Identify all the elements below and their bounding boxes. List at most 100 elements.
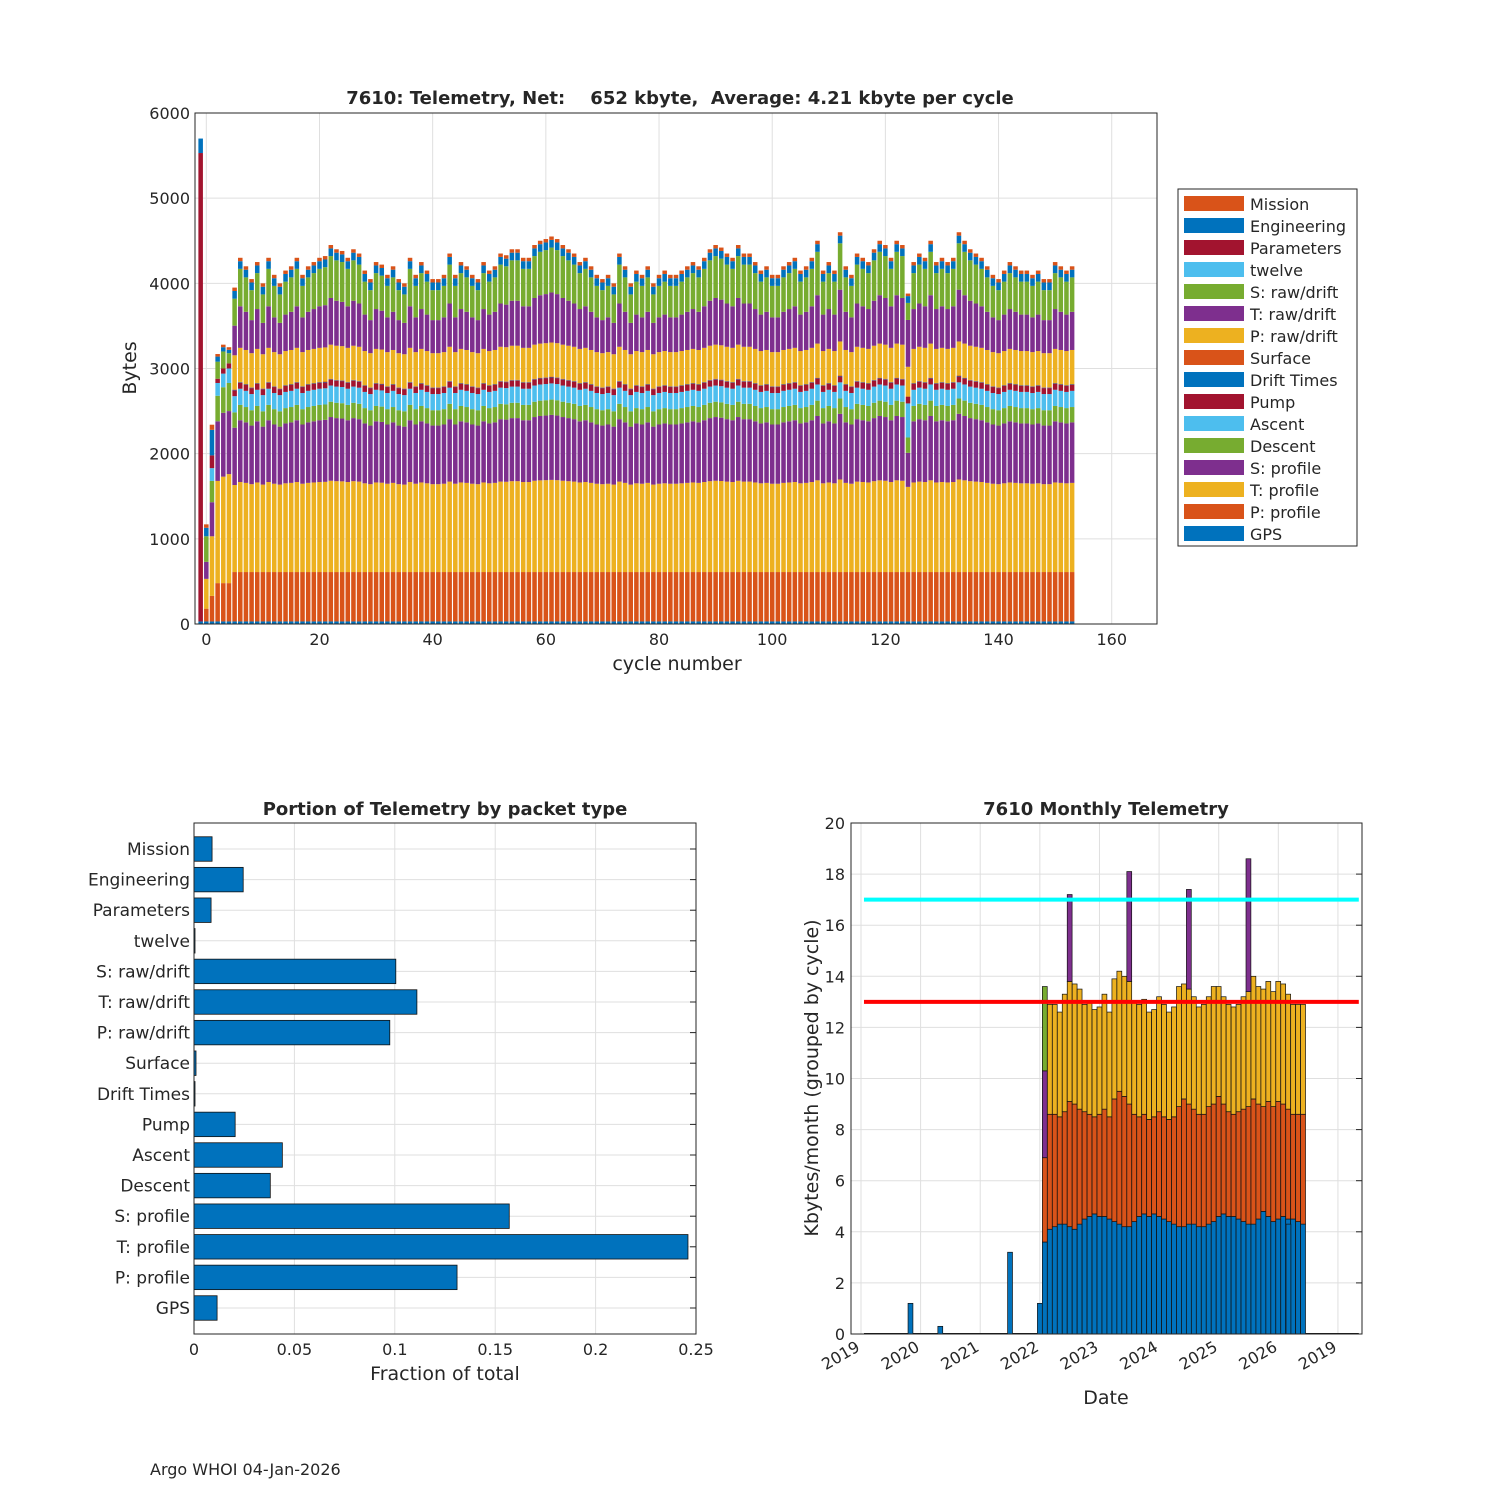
cycle-bar-segment	[221, 476, 226, 584]
cycle-bar-segment	[922, 388, 928, 405]
cycle-bar-segment	[883, 385, 888, 402]
cycle-bar-segment	[436, 484, 441, 573]
cycle-bar-segment	[390, 572, 396, 622]
cycle-bar-segment	[1007, 405, 1013, 422]
cycle-bar-segment	[617, 256, 622, 265]
cycle-bar-segment	[622, 621, 628, 624]
cycle-bar-segment	[888, 306, 894, 348]
cycle-bar-segment	[436, 394, 441, 411]
cycle-bar-segment	[1058, 269, 1064, 278]
cycle-bar-segment	[707, 300, 713, 346]
cycle-bar-segment	[390, 390, 396, 408]
cycle-bar-segment	[673, 317, 679, 353]
cycle-bar-segment	[537, 240, 543, 245]
cycle-bar-segment	[249, 394, 254, 411]
cycle-bar-segment	[719, 572, 724, 622]
cycle-bar-segment	[571, 621, 577, 624]
cycle-bar-segment	[798, 423, 803, 484]
cycle-bar-segment	[600, 320, 605, 354]
cycle-bar-segment	[283, 351, 288, 386]
cycle-bar-segment	[311, 572, 317, 622]
cycle-bar-segment	[843, 266, 849, 270]
cycle-bar-segment	[424, 385, 430, 386]
cycle-bar-segment	[984, 384, 990, 385]
cycle-bar-segment	[238, 257, 243, 262]
cycle-bar-segment	[775, 386, 781, 387]
cycle-bar-segment	[815, 251, 820, 296]
cycle-bar-segment	[877, 378, 882, 379]
cycle-bar-segment	[419, 273, 424, 310]
cycle-bar-segment	[475, 387, 481, 389]
fraction-bar	[193, 866, 244, 893]
cycle-bar-segment	[277, 354, 283, 389]
cycle-bar-segment	[656, 278, 662, 286]
fraction-chart-xtick: 0.25	[678, 1340, 714, 1359]
cycle-bar-segment	[407, 381, 413, 383]
monthly-chart-ytick: 20	[825, 814, 845, 833]
cycle-bar-segment	[441, 285, 447, 318]
cycle-bar-segment	[905, 486, 911, 573]
cycle-bar-segment	[888, 621, 894, 624]
cycle-bar-segment	[1064, 270, 1069, 274]
cycle-bar-segment	[594, 285, 600, 318]
cycle-bar-segment	[294, 257, 300, 262]
cycle-bar-segment	[351, 402, 356, 419]
legend-swatch	[1184, 328, 1244, 343]
cycle-bar-segment	[854, 387, 860, 404]
fraction-bar	[193, 1234, 689, 1260]
cycle-bar-segment	[407, 382, 413, 389]
cycle-bar-segment	[662, 572, 667, 622]
monthly-bar-segment	[1200, 1004, 1207, 1115]
cycle-bar-segment	[509, 380, 515, 381]
cycle-bar-segment	[385, 352, 390, 387]
cycle-bar-segment	[747, 253, 752, 257]
cycle-bar-segment	[532, 245, 537, 249]
legend-label: Pump	[1250, 393, 1295, 412]
cycle-bar-segment	[752, 348, 758, 383]
cycle-bar-segment	[266, 268, 271, 307]
cycle-bar-segment	[922, 261, 928, 269]
cycle-bar-segment	[503, 419, 509, 482]
cycle-bar-segment	[696, 269, 701, 278]
cycle-bar-segment	[1030, 386, 1035, 388]
cycle-bar-segment	[600, 353, 605, 388]
cycle-bar-segment	[537, 343, 543, 378]
cycle-bar-segment	[871, 380, 877, 381]
monthly-bar-segment	[1051, 1226, 1058, 1335]
cycle-bar-segment	[1001, 273, 1007, 282]
cycle-bar-segment	[447, 621, 452, 624]
cycle-bar-segment	[815, 480, 820, 573]
cycle-bar-segment	[1024, 351, 1030, 386]
cycle-bar-segment	[735, 379, 741, 380]
cycle-bar-segment	[254, 383, 260, 390]
cycle-bar-segment	[328, 379, 334, 386]
cycle-bar-segment	[781, 422, 786, 483]
legend-label: Ascent	[1250, 415, 1304, 434]
cycle-bar-segment	[730, 621, 735, 624]
cycle-bar-segment	[883, 297, 888, 345]
cycle-bar-segment	[984, 277, 990, 312]
monthly-chart-ytick: 6	[835, 1172, 845, 1191]
cycle-bar-segment	[962, 480, 967, 573]
monthly-bar-segment	[1141, 1113, 1147, 1215]
fraction-bar	[193, 1264, 458, 1291]
cycle-bar-segment	[549, 236, 554, 240]
cycle-bar-segment	[973, 621, 979, 624]
cycle-bar-segment	[458, 389, 464, 406]
cycle-bar-segment	[939, 621, 945, 624]
cycle-bar-segment	[486, 423, 492, 484]
cycle-bar-segment	[543, 572, 549, 622]
cycle-bar-segment	[1001, 572, 1007, 622]
cycle-bar-segment	[724, 621, 730, 624]
cycle-bar-segment	[470, 317, 475, 353]
cycle-bar-segment	[430, 484, 435, 573]
cycle-bar-segment	[617, 253, 622, 257]
cycle-bar-segment	[832, 351, 837, 386]
cycle-bar-segment	[696, 266, 701, 270]
cycle-bar-segment	[305, 621, 311, 624]
cycle-bar-segment	[934, 262, 939, 266]
cycle-bar-segment	[1041, 387, 1047, 389]
cycle-bar-segment	[860, 388, 866, 405]
cycle-bar-segment	[271, 621, 277, 624]
cycle-bar-segment	[752, 265, 758, 274]
